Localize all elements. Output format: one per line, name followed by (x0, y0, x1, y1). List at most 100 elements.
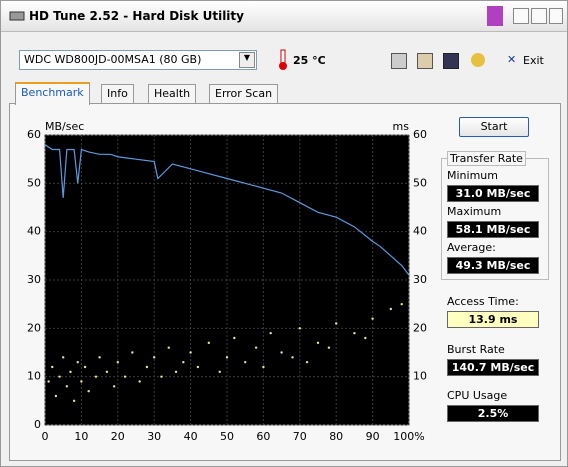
access-time-point (153, 356, 156, 359)
access-time-point (112, 385, 116, 388)
stat-label: Maximum (447, 205, 502, 218)
options-button[interactable] (471, 53, 485, 67)
access-time-point (262, 365, 265, 369)
access-time-point (94, 375, 98, 378)
copy-button[interactable] (391, 53, 407, 69)
access-time-point (207, 341, 210, 345)
access-time-point (305, 360, 309, 364)
stat-value: 58.1 MB/sec (447, 221, 539, 238)
y2-tick-label: 40 (413, 225, 427, 238)
group-title: Transfer Rate (447, 151, 526, 166)
paste-button[interactable] (417, 53, 433, 69)
access-time-point (316, 341, 320, 345)
access-time-point (131, 351, 134, 354)
access-time-point (269, 331, 272, 335)
save-button[interactable] (443, 53, 459, 69)
y2-tick-label: 20 (413, 321, 427, 334)
drive-name: WDC WD800JD-00MSA1 (80 GB) (24, 53, 202, 66)
x-tick-label: 30 (147, 430, 161, 441)
stat-label: Burst Rate (447, 343, 505, 356)
tab[interactable]: Benchmark (15, 82, 90, 105)
tab[interactable]: Health (148, 84, 197, 103)
access-time-point (291, 356, 294, 359)
access-time-point (145, 365, 149, 369)
window-title: HD Tune 2.52 - Hard Disk Utility (29, 9, 244, 23)
access-time-point (298, 327, 301, 330)
app-icon (9, 11, 25, 21)
stat-label: CPU Usage (447, 389, 508, 402)
access-time-point (54, 394, 58, 398)
access-time-point (400, 302, 403, 306)
access-time-point (98, 356, 101, 359)
access-time-point (335, 322, 338, 325)
tab-label: Health (154, 87, 191, 100)
access-time-point (218, 370, 221, 374)
access-time-point (174, 370, 178, 374)
stat-value: 2.5% (447, 405, 539, 422)
minimize-button[interactable] (513, 8, 529, 24)
access-time-point (138, 380, 141, 383)
stat-value: 140.7 MB/sec (447, 359, 539, 376)
tab-label: Benchmark (21, 86, 84, 99)
access-time-point (182, 360, 185, 364)
maximize-button[interactable] (531, 8, 547, 24)
access-time-point (116, 360, 120, 364)
stat-value: 13.9 ms (447, 311, 539, 328)
y2-tick-label: 50 (413, 176, 427, 189)
access-time-point (87, 389, 90, 393)
pin-button[interactable] (487, 6, 503, 26)
access-time-point (244, 360, 247, 364)
stat-value: 31.0 MB/sec (447, 185, 539, 202)
access-time-point (389, 307, 392, 311)
tab[interactable]: Error Scan (209, 84, 279, 103)
start-button[interactable]: Start (459, 117, 529, 137)
x-tick-label: 60 (256, 430, 270, 441)
y2-axis-label: ms (393, 120, 410, 133)
stat-value: 49.3 MB/sec (447, 257, 539, 274)
tab[interactable]: Info (101, 84, 134, 103)
exit-icon: ✕ (507, 53, 517, 66)
access-time-point (364, 336, 367, 340)
y2-tick-label: 10 (413, 370, 427, 383)
access-time-point (196, 365, 200, 369)
chart: 0 10 20 30 40 50 60 10 20 30 40 50 60 0 10 20 30 40 50 60 70… (27, 120, 427, 441)
temperature: 25 °C (293, 54, 326, 67)
access-time-point (123, 375, 127, 378)
access-time-point (51, 365, 54, 369)
access-time-point (327, 346, 331, 349)
access-time-point (105, 370, 109, 374)
y2-tick-label: 60 (413, 128, 427, 141)
dropdown-arrow[interactable]: ▼ (239, 52, 255, 68)
x-tick-label: 90 (366, 430, 380, 441)
access-time-point (160, 375, 163, 378)
title-bar: HD Tune 2.52 - Hard Disk Utility (1, 1, 567, 32)
exit-button[interactable]: Exit (523, 54, 544, 67)
access-time-point (76, 360, 79, 364)
stat-label: Minimum (447, 169, 498, 182)
y-tick-label: 10 (27, 370, 41, 383)
access-time-point (62, 356, 65, 359)
y-tick-label: 0 (34, 418, 41, 431)
y-tick-label: 20 (27, 321, 41, 334)
y-tick-label: 30 (27, 273, 41, 286)
access-time-point (167, 346, 170, 349)
access-time-point (189, 351, 192, 354)
x-tick-label: 10 (74, 430, 88, 441)
y-tick-label: 50 (27, 176, 41, 189)
access-time-point (233, 336, 236, 340)
tab-label: Error Scan (215, 87, 273, 100)
access-time-point (83, 365, 87, 369)
y-tick-label: 60 (27, 128, 41, 141)
x-tick-label: 0 (42, 430, 49, 441)
access-time-point (72, 399, 76, 403)
x-tick-label: 20 (111, 430, 125, 441)
thermometer-icon (279, 49, 287, 70)
stat-label: Average: (447, 241, 496, 254)
access-time-point (254, 346, 258, 349)
y-tick-label: 40 (27, 225, 41, 238)
drive-select[interactable]: WDC WD800JD-00MSA1 (80 GB) ▼ (19, 50, 257, 70)
access-time-point (80, 380, 83, 383)
close-button[interactable] (549, 8, 563, 24)
access-time-point (47, 380, 50, 383)
x-tick-label: 40 (184, 430, 198, 441)
